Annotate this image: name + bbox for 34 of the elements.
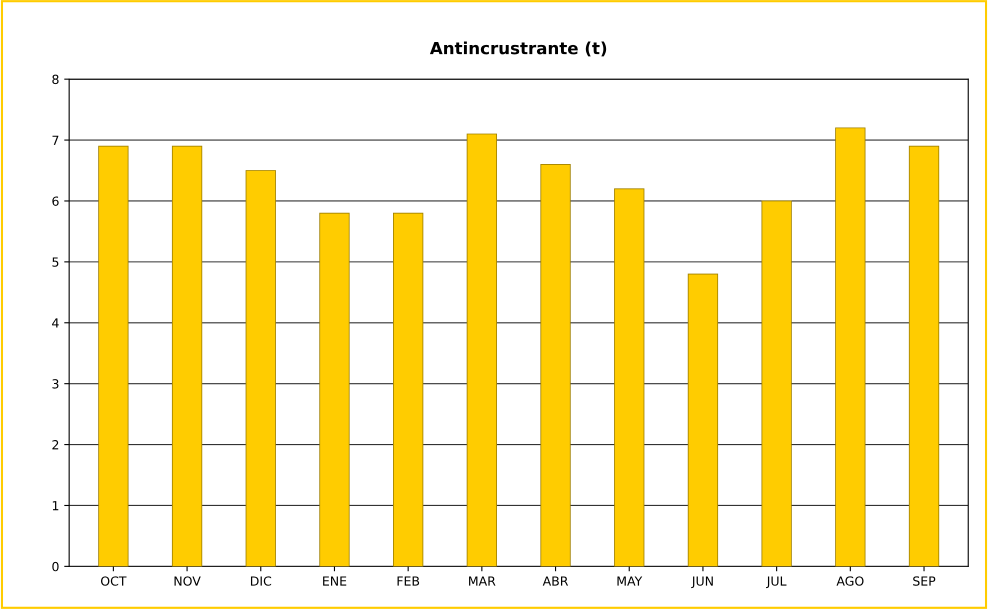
x-tick-label: NOV: [174, 576, 201, 586]
y-tick-label: 5: [52, 258, 58, 267]
y-tick-label: 4: [52, 318, 59, 328]
bar: [246, 170, 276, 566]
x-tick-label: ABR: [542, 576, 568, 586]
bar: [393, 212, 424, 566]
bar: [688, 274, 718, 566]
bar: [835, 127, 866, 566]
bar: [319, 212, 350, 566]
x-tick-label: DIC: [250, 576, 272, 586]
x-tick-label: AGO: [836, 576, 864, 586]
x-tick-label: OCT: [100, 576, 127, 586]
x-tick-label: FEB: [398, 576, 420, 586]
bar: [98, 146, 129, 566]
x-tick-label: JUL: [766, 576, 786, 588]
y-tick-label: 0: [52, 562, 59, 572]
y-tick-label: 1: [52, 501, 58, 510]
bar: [172, 146, 202, 566]
y-tick-label: 7: [52, 136, 58, 145]
y-tick-label: 6: [52, 196, 59, 206]
bar: [466, 134, 498, 566]
x-tick-label: ENE: [323, 576, 346, 586]
y-tick-label: 8: [52, 74, 59, 84]
y-tick-label: 2: [52, 440, 58, 450]
bar: [614, 188, 644, 566]
chart-title: Antincrustrante (t): [430, 42, 606, 56]
y-tick-label: 3: [52, 379, 58, 389]
x-tick-label: MAR: [469, 576, 496, 586]
bar: [540, 164, 571, 566]
bar: [761, 200, 792, 566]
x-tick-label: JUN: [691, 576, 713, 588]
x-tick-label: MAY: [617, 576, 642, 586]
bar: [908, 146, 940, 566]
x-tick-label: SEP: [913, 576, 936, 586]
